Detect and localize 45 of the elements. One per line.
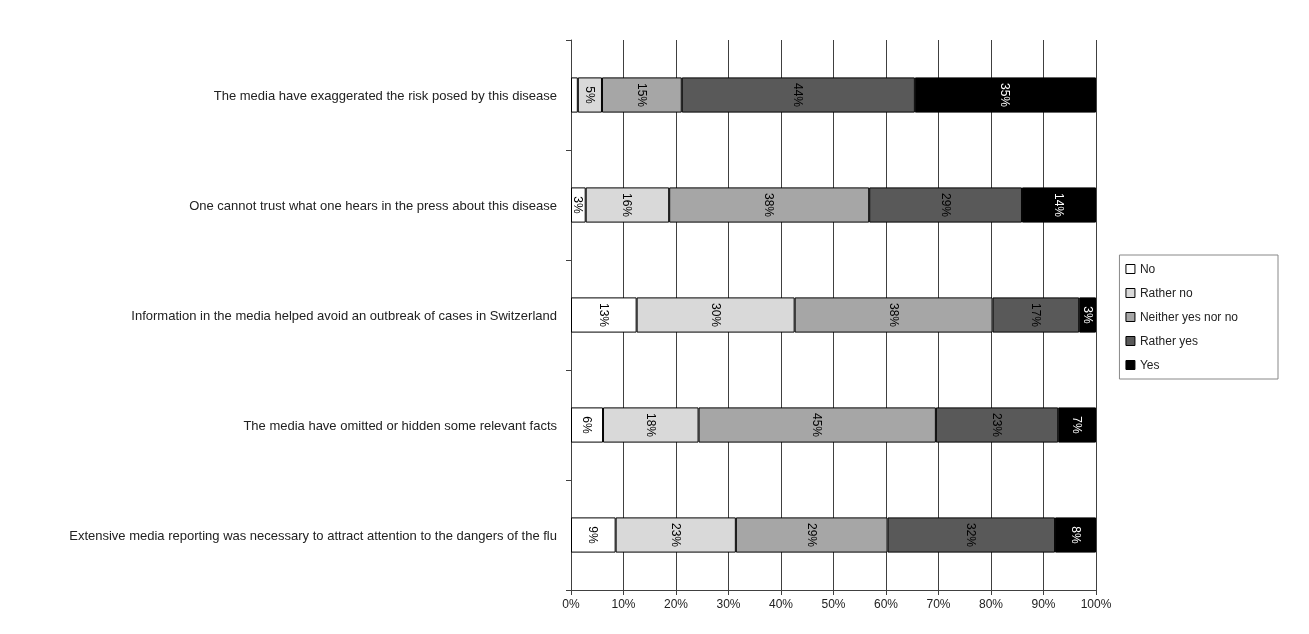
legend-label: Yes [1139, 358, 1160, 372]
x-tick-label: 80% [978, 597, 1004, 611]
data-label: 17% [1028, 302, 1043, 328]
data-label: 15% [634, 82, 649, 108]
legend-label: Rather yes [1139, 334, 1198, 348]
data-label: 29% [804, 522, 819, 548]
x-tick-label: 10% [611, 597, 636, 611]
x-tick-label: 90% [1031, 597, 1056, 611]
legend-label: Rather no [1139, 286, 1193, 300]
data-label: 29% [938, 192, 953, 218]
y-tick-label: The media have omitted or hidden some relevant facts [243, 417, 558, 433]
data-label: 16% [620, 192, 635, 218]
data-label: 38% [762, 192, 777, 218]
data-label: 6% [580, 416, 595, 434]
data-label: 18% [643, 412, 658, 438]
x-tick-label: 100% [1080, 597, 1112, 611]
data-label: 9% [586, 526, 601, 544]
x-tick-label: 70% [926, 597, 951, 611]
data-label: 14% [1051, 192, 1066, 218]
x-tick-label: 30% [716, 597, 741, 611]
data-label: 8% [1068, 526, 1083, 544]
y-tick-label: Information in the media helped avoid an outbreak of cases in Switzerland [131, 307, 557, 323]
y-tick-label: The media have exaggerated the risk posed by this disease [213, 87, 557, 103]
x-tick-label: 60% [873, 597, 899, 611]
x-tick-label: 40% [768, 597, 794, 611]
data-label: 23% [990, 412, 1005, 438]
legend-label: Neither yes nor no [1139, 310, 1239, 324]
data-label: 38% [886, 302, 901, 328]
data-label: 3% [571, 196, 586, 214]
legend-label: No [1139, 262, 1156, 276]
x-tick-label: 50% [821, 597, 846, 611]
data-label: 30% [708, 302, 723, 328]
x-tick-label: 20% [663, 597, 689, 611]
data-label: 13% [596, 302, 611, 328]
data-label: 5% [582, 86, 597, 104]
data-label: 35% [998, 82, 1013, 108]
x-tick-label: 0% [562, 597, 580, 611]
data-label: 7% [1070, 416, 1085, 434]
y-tick-label: One cannot trust what one hears in the press about this disease [189, 197, 557, 213]
data-label: 23% [668, 522, 683, 548]
data-label: 3% [1080, 306, 1095, 324]
data-label: 45% [810, 412, 825, 438]
data-label: 44% [791, 82, 806, 108]
data-label: 32% [964, 522, 979, 548]
y-tick-label: Extensive media reporting was necessary to attract attention to the dangers of the flu [69, 527, 557, 543]
